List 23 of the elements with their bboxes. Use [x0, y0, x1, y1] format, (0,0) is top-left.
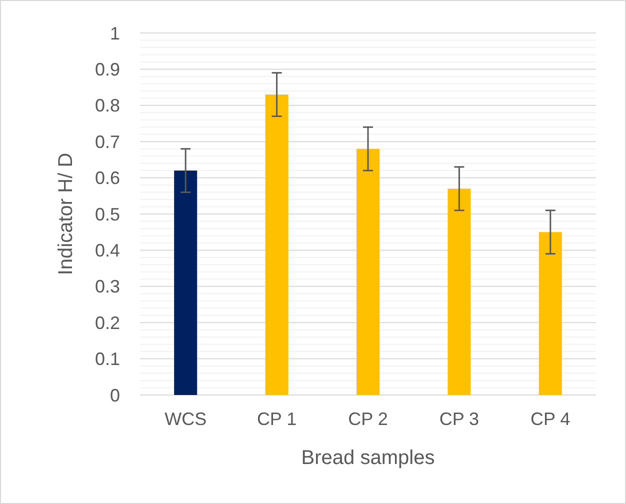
- y-axis-title: Indicator H/ D: [55, 152, 77, 276]
- bar: [356, 148, 380, 395]
- bar: [538, 232, 562, 395]
- x-tick-label: CP 2: [348, 409, 388, 429]
- x-tick-label: CP 3: [439, 409, 480, 429]
- y-tick-label: 0.4: [94, 240, 120, 260]
- bar: [174, 170, 198, 395]
- bar: [448, 188, 471, 395]
- y-tick-label: 0.2: [94, 312, 120, 333]
- y-tick-label: 0.7: [94, 132, 120, 152]
- x-tick-label: CP 4: [530, 409, 570, 429]
- y-tick-label: 0.1: [94, 349, 120, 370]
- y-tick-label: 0.6: [94, 168, 120, 188]
- x-axis-title: Bread samples: [301, 447, 435, 469]
- bar: [265, 94, 288, 395]
- y-tick-label: 0.9: [94, 60, 120, 80]
- y-tick-label: 1: [110, 23, 120, 44]
- x-tick-label: WCS: [164, 409, 207, 429]
- y-tick-label: 0.5: [94, 204, 120, 224]
- y-tick-label: 0.3: [94, 276, 120, 297]
- y-tick-label: 0.8: [94, 96, 120, 116]
- x-tick-label: CP 1: [256, 409, 297, 429]
- y-tick-label: 0: [110, 385, 120, 406]
